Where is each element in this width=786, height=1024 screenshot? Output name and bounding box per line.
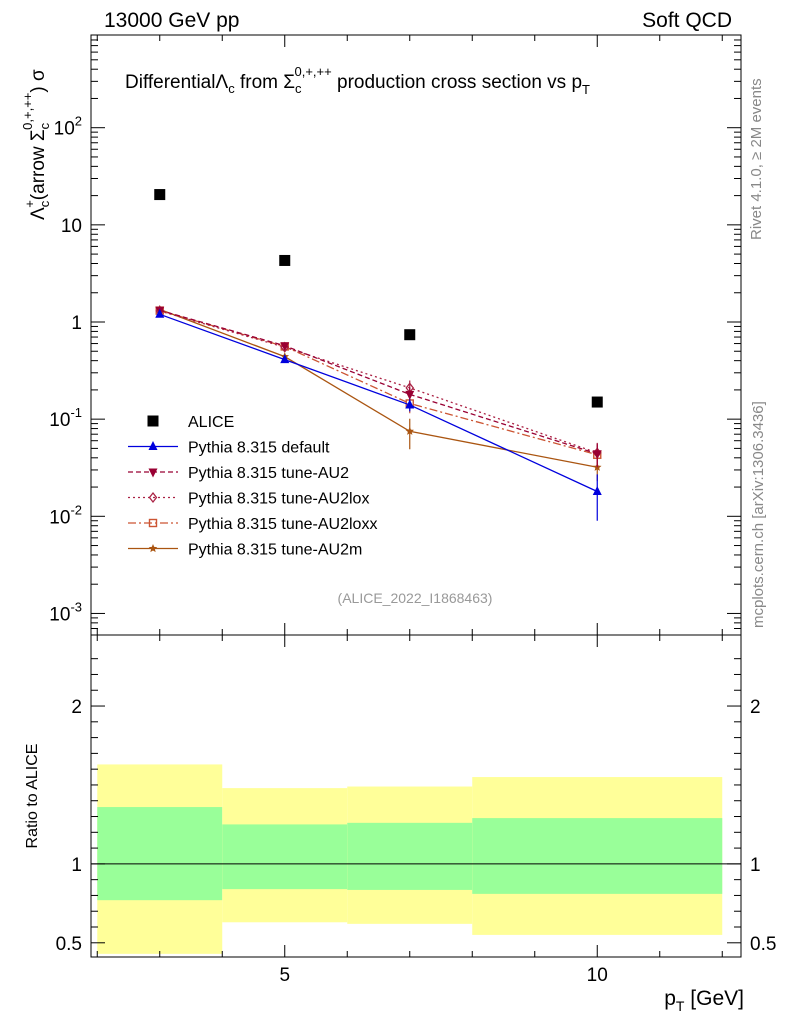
legend-label-alice: ALICE: [188, 414, 234, 431]
series-layer: [154, 189, 603, 521]
legend-marker-au2loxx: [148, 518, 158, 528]
ratio-band-inner-2: [347, 822, 473, 890]
data-point-default: [280, 354, 290, 364]
data-point-alice: [591, 396, 603, 408]
ratio-y-tick-label: 2: [71, 697, 82, 718]
y-tick-label: 10: [61, 216, 82, 237]
x-axis-label: pT [GeV]: [664, 987, 744, 1014]
legend-item-default: Pythia 8.315 default: [128, 440, 330, 457]
y-tick-label: 10-3: [49, 599, 82, 625]
chart-title: DifferentialΛc from Σc0,+,++ production …: [125, 64, 590, 97]
legend-item-au2m: Pythia 8.315 tune-AU2m: [128, 542, 362, 559]
legend-item-au2: Pythia 8.315 tune-AU2: [128, 465, 349, 482]
legend-marker-au2lox: [148, 491, 158, 504]
legend-marker-au2: [148, 468, 158, 478]
ratio-y-tick-label-right: 0.5: [750, 934, 776, 955]
series-line-au2m: [159, 308, 598, 468]
series-line-default: [159, 313, 598, 493]
mcplots-label: mcplots.cern.ch [arXiv:1306.3436]: [750, 401, 767, 628]
series-alice: [154, 189, 603, 408]
legend-item-au2loxx: Pythia 8.315 tune-AU2loxx: [128, 516, 377, 533]
legend-label-default: Pythia 8.315 default: [188, 440, 330, 457]
x-tick-label: 10: [587, 965, 608, 986]
x-tick-label: 5: [279, 965, 290, 986]
ratio-band-inner-1: [222, 824, 348, 890]
process-label: Soft QCD: [642, 9, 732, 32]
legend-marker-au2m: [148, 544, 158, 553]
ratio-y-tick-label: 0.5: [56, 934, 82, 955]
ratio-band-inner-3: [472, 818, 723, 894]
rivet-version-label: Rivet 4.1.0, ≥ 2M events: [748, 78, 765, 240]
data-point-au2: [592, 450, 602, 460]
energy-label: 13000 GeV pp: [104, 9, 239, 32]
y-tick-label: 10-1: [49, 405, 82, 431]
series-line-au2loxx: [159, 309, 598, 456]
data-point-au2m: [405, 426, 415, 435]
legend-label-au2m: Pythia 8.315 tune-AU2m: [188, 542, 362, 559]
ratio-y-tick-label: 1: [71, 855, 82, 876]
ratio-y-axis-label: Ratio to ALICE: [24, 744, 41, 849]
analysis-watermark: (ALICE_2022_I1868463): [338, 590, 493, 606]
legend-item-alice: ALICE: [147, 414, 234, 431]
series-default: [155, 308, 602, 521]
y-tick-label: 10-2: [49, 502, 82, 528]
ratio-y-tick-label-right: 2: [750, 697, 761, 718]
data-point-default: [405, 399, 415, 409]
legend: ALICE Pythia 8.315 default Pythia 8.315 tu…: [128, 414, 377, 559]
data-point-alice: [404, 329, 416, 341]
ratio-plot-frame: [90, 634, 742, 958]
data-point-alice: [154, 189, 166, 201]
series-line-au2lox: [159, 310, 598, 454]
y-tick-label: 1: [71, 313, 82, 334]
data-point-au2: [405, 390, 415, 400]
data-point-default: [155, 308, 165, 318]
legend-label-au2loxx: Pythia 8.315 tune-AU2loxx: [188, 516, 377, 533]
legend-marker-default: [148, 441, 158, 450]
series-line-au2: [159, 309, 598, 455]
ratio-y-tick-label-right: 1: [750, 855, 761, 876]
legend-label-au2: Pythia 8.315 tune-AU2: [188, 465, 349, 482]
legend-marker-alice: [147, 415, 159, 427]
data-point-au2: [280, 342, 290, 352]
legend-label-au2lox: Pythia 8.315 tune-AU2lox: [188, 491, 369, 508]
data-point-default: [592, 485, 602, 495]
y-tick-label: 102: [54, 114, 82, 140]
axes: 5 10 10-3 10-2 10-1 1 10 102 0.5 0.5 1 1 2 2: [49, 34, 776, 986]
data-point-alice: [279, 254, 291, 266]
y-axis-label: Λc+(arrow Σc0,+,++) σ: [20, 69, 52, 220]
series-au2: [155, 306, 602, 468]
legend-item-au2lox: Pythia 8.315 tune-AU2lox: [128, 491, 369, 508]
ratio-band-inner-0: [97, 807, 223, 901]
ratio-bands: [91, 764, 741, 954]
